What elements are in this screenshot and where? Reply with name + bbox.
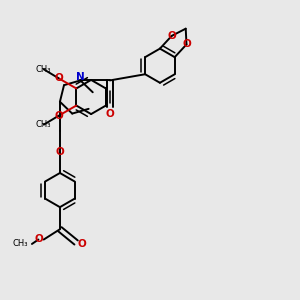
Text: CH₃: CH₃ [36,120,52,129]
Text: O: O [54,111,63,121]
Text: CH₃: CH₃ [36,65,52,74]
Text: CH₃: CH₃ [12,239,28,248]
Text: O: O [54,73,63,83]
Text: O: O [182,39,191,50]
Text: O: O [34,234,43,244]
Text: O: O [56,147,64,157]
Text: O: O [77,239,86,249]
Text: O: O [106,109,114,119]
Text: N: N [76,72,85,82]
Text: O: O [167,31,176,41]
